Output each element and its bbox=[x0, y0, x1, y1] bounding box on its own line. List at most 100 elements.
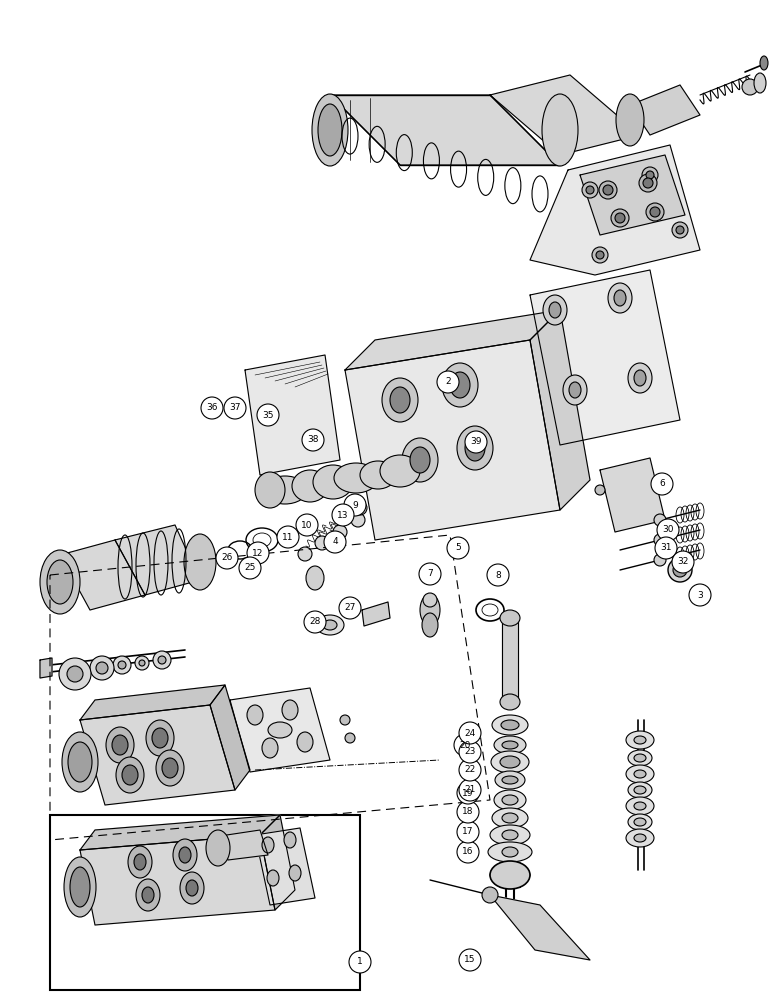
Text: 9: 9 bbox=[352, 500, 358, 510]
Ellipse shape bbox=[673, 563, 687, 577]
Circle shape bbox=[419, 563, 441, 585]
Polygon shape bbox=[60, 540, 145, 610]
Circle shape bbox=[657, 519, 679, 541]
Ellipse shape bbox=[313, 465, 353, 499]
Text: 37: 37 bbox=[229, 403, 241, 412]
Ellipse shape bbox=[64, 857, 96, 917]
Circle shape bbox=[90, 656, 114, 680]
Polygon shape bbox=[502, 620, 518, 700]
Ellipse shape bbox=[494, 790, 526, 810]
Ellipse shape bbox=[162, 758, 178, 778]
Circle shape bbox=[139, 660, 145, 666]
Ellipse shape bbox=[668, 558, 692, 582]
Ellipse shape bbox=[40, 550, 80, 614]
Polygon shape bbox=[490, 895, 590, 960]
Circle shape bbox=[96, 662, 108, 674]
Ellipse shape bbox=[502, 795, 518, 805]
Text: 22: 22 bbox=[465, 766, 476, 774]
Ellipse shape bbox=[206, 830, 230, 866]
Polygon shape bbox=[245, 355, 340, 475]
Ellipse shape bbox=[70, 867, 90, 907]
Polygon shape bbox=[630, 85, 700, 135]
Ellipse shape bbox=[173, 839, 197, 871]
Text: 12: 12 bbox=[252, 548, 264, 558]
Ellipse shape bbox=[501, 720, 519, 730]
Ellipse shape bbox=[760, 56, 768, 70]
Polygon shape bbox=[40, 658, 52, 678]
Text: 1: 1 bbox=[357, 958, 363, 966]
Ellipse shape bbox=[634, 754, 646, 762]
Ellipse shape bbox=[634, 818, 646, 826]
Text: 20: 20 bbox=[459, 740, 471, 750]
Circle shape bbox=[349, 951, 371, 973]
Ellipse shape bbox=[267, 870, 279, 886]
Text: 35: 35 bbox=[262, 410, 274, 420]
Circle shape bbox=[595, 485, 605, 495]
Ellipse shape bbox=[586, 186, 594, 194]
Ellipse shape bbox=[186, 880, 198, 896]
Polygon shape bbox=[80, 815, 280, 850]
Ellipse shape bbox=[47, 560, 73, 604]
Text: 8: 8 bbox=[495, 570, 501, 580]
Polygon shape bbox=[230, 688, 330, 772]
Polygon shape bbox=[80, 835, 275, 925]
Text: 4: 4 bbox=[332, 538, 338, 546]
Ellipse shape bbox=[289, 865, 301, 881]
Ellipse shape bbox=[420, 594, 440, 626]
Ellipse shape bbox=[184, 534, 216, 590]
Ellipse shape bbox=[592, 247, 608, 263]
Circle shape bbox=[340, 715, 350, 725]
Ellipse shape bbox=[643, 178, 653, 188]
Ellipse shape bbox=[495, 771, 525, 789]
Text: 23: 23 bbox=[464, 748, 476, 756]
Ellipse shape bbox=[642, 167, 658, 183]
Polygon shape bbox=[80, 685, 225, 720]
Ellipse shape bbox=[646, 203, 664, 221]
Ellipse shape bbox=[442, 363, 478, 407]
Circle shape bbox=[353, 501, 367, 515]
Polygon shape bbox=[345, 310, 560, 370]
Circle shape bbox=[67, 666, 83, 682]
Circle shape bbox=[344, 494, 366, 516]
Circle shape bbox=[118, 661, 126, 669]
Text: 30: 30 bbox=[662, 526, 674, 534]
Polygon shape bbox=[260, 815, 295, 910]
Ellipse shape bbox=[599, 181, 617, 199]
Text: 32: 32 bbox=[677, 558, 689, 566]
Ellipse shape bbox=[179, 847, 191, 863]
Circle shape bbox=[59, 658, 91, 690]
Ellipse shape bbox=[563, 375, 587, 405]
Ellipse shape bbox=[502, 830, 518, 840]
Ellipse shape bbox=[654, 514, 666, 526]
Ellipse shape bbox=[122, 765, 138, 785]
Bar bbox=[50, 815, 360, 990]
Ellipse shape bbox=[492, 808, 528, 828]
Circle shape bbox=[324, 531, 346, 553]
Ellipse shape bbox=[634, 786, 646, 794]
Circle shape bbox=[655, 537, 677, 559]
Circle shape bbox=[672, 551, 694, 573]
Ellipse shape bbox=[502, 813, 518, 823]
Ellipse shape bbox=[490, 861, 530, 889]
Ellipse shape bbox=[297, 732, 313, 752]
Ellipse shape bbox=[68, 742, 92, 782]
Ellipse shape bbox=[134, 854, 146, 870]
Ellipse shape bbox=[457, 426, 493, 470]
Circle shape bbox=[437, 371, 459, 393]
Ellipse shape bbox=[422, 613, 438, 637]
Ellipse shape bbox=[292, 470, 328, 502]
Ellipse shape bbox=[672, 222, 688, 238]
Ellipse shape bbox=[146, 720, 174, 756]
Circle shape bbox=[333, 525, 347, 539]
Text: 19: 19 bbox=[462, 788, 474, 798]
Circle shape bbox=[459, 759, 481, 781]
Ellipse shape bbox=[654, 534, 666, 546]
Text: 21: 21 bbox=[464, 786, 476, 794]
Text: 38: 38 bbox=[307, 436, 319, 444]
Circle shape bbox=[332, 504, 354, 526]
Ellipse shape bbox=[502, 741, 518, 749]
Text: 15: 15 bbox=[464, 956, 476, 964]
Ellipse shape bbox=[390, 387, 410, 413]
Ellipse shape bbox=[312, 94, 348, 166]
Ellipse shape bbox=[152, 728, 168, 748]
